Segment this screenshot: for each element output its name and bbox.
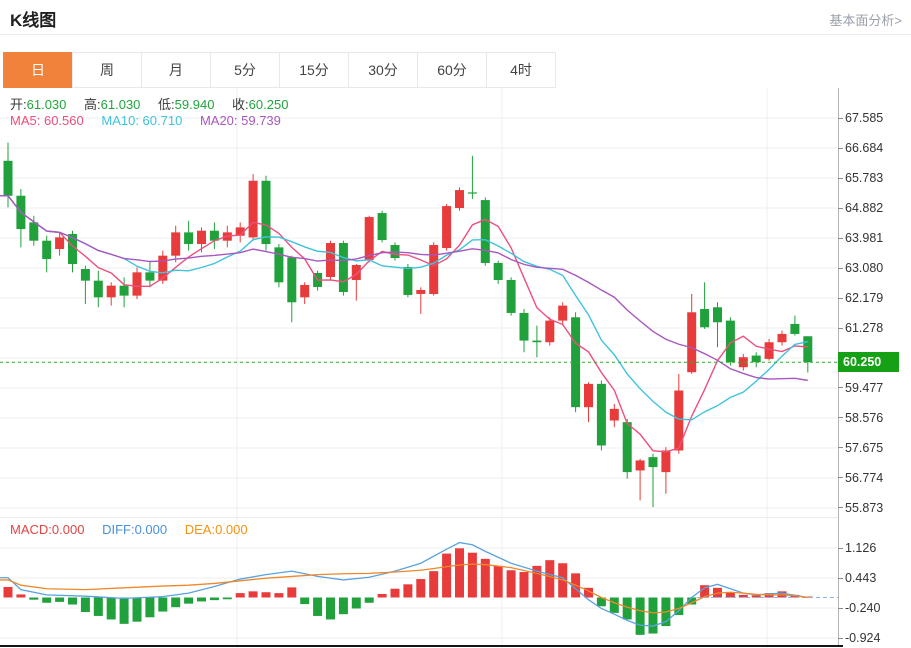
- price-tick-mark: [838, 447, 843, 449]
- price-tick-mark: [838, 207, 843, 209]
- price-tick-mark: [838, 147, 843, 149]
- price-tick-mark: [838, 387, 843, 389]
- close-value: 60.250: [248, 97, 289, 112]
- price-tick-mark: [838, 267, 843, 269]
- price-tick-label: 65.783: [845, 171, 884, 185]
- diff-label: DIFF:: [102, 522, 135, 537]
- macd-tick-mark: [838, 637, 843, 639]
- price-tick-label: 67.585: [845, 111, 884, 125]
- price-tick-mark: [838, 237, 843, 239]
- price-tick-mark: [838, 327, 843, 329]
- panel-separator: [0, 517, 838, 518]
- ma20-value: 59.739: [241, 113, 281, 128]
- ma10-label: MA10:: [101, 113, 143, 128]
- price-tick-label: 57.675: [845, 440, 884, 455]
- period-tabbar: 日周月 5分 15分 30分 60分 4时: [3, 52, 556, 88]
- price-tick-mark: [838, 417, 843, 419]
- ma5-value: 60.560: [43, 113, 84, 128]
- macd-label: MACD:: [10, 522, 52, 537]
- dea-label: DEA:: [184, 522, 216, 537]
- open-label: 开:: [10, 97, 27, 112]
- low-label: 低:: [158, 97, 175, 112]
- tab-6[interactable]: 60分: [417, 52, 487, 88]
- dea-value: 0.000: [215, 522, 248, 537]
- price-tick-mark: [838, 477, 843, 479]
- price-tick-mark: [838, 117, 843, 119]
- macd-tick-label: -0.240: [845, 601, 881, 616]
- macd-value: 0.000: [51, 522, 85, 537]
- header: K线图 基本面分析>: [0, 0, 911, 35]
- price-tick-mark: [838, 507, 843, 509]
- ma5-label: MA5:: [10, 113, 44, 128]
- price-tick-label: 66.684: [845, 141, 884, 155]
- page-title: K线图: [10, 11, 57, 30]
- macd-tick-label: 1.126: [845, 541, 877, 556]
- price-tick-label: 58.576: [845, 410, 884, 425]
- ma20-label: MA20:: [199, 113, 242, 128]
- tab-7[interactable]: 4时: [486, 52, 556, 88]
- price-tick-label: 55.873: [845, 500, 884, 515]
- close-label: 收:: [232, 97, 249, 112]
- tab-1[interactable]: 周: [72, 52, 142, 88]
- high-value: 61.030: [100, 97, 141, 112]
- macd-legend: MACD:0.000 DIFF:0.000 DEA:0.000: [10, 522, 248, 537]
- price-tick-label: 59.477: [845, 380, 884, 395]
- fundamental-analysis-link[interactable]: 基本面分析>: [829, 13, 902, 28]
- current-price-badge: 60.250: [838, 352, 899, 373]
- price-tick-label: 61.278: [845, 321, 884, 335]
- macd-tick-mark: [838, 577, 843, 579]
- price-tick-label: 62.179: [845, 291, 884, 305]
- high-label: 高:: [84, 97, 101, 112]
- chart-bottom-border: [0, 645, 843, 647]
- price-tick-label: 56.774: [845, 470, 884, 485]
- ohlc-legend: 开:61.030 高:61.030 低:59.940 收:60.250: [10, 94, 288, 113]
- tab-0[interactable]: 日: [3, 52, 73, 88]
- tab-3[interactable]: 5分: [210, 52, 280, 88]
- low-value: 59.940: [174, 97, 215, 112]
- tab-5[interactable]: 30分: [348, 52, 418, 88]
- price-tick-label: 64.882: [845, 201, 884, 215]
- price-tick-label: 63.981: [845, 231, 884, 245]
- tab-4[interactable]: 15分: [279, 52, 349, 88]
- price-tick-mark: [838, 297, 843, 299]
- macd-tick-mark: [838, 607, 843, 609]
- macd-tick-mark: [838, 547, 843, 549]
- price-tick-label: 63.080: [845, 261, 884, 275]
- ma10-value: 60.710: [142, 113, 183, 128]
- price-tick-mark: [838, 177, 843, 179]
- diff-value: 0.000: [134, 522, 168, 537]
- macd-tick-label: 0.443: [845, 571, 877, 586]
- macd-tick-label: -0.924: [845, 631, 881, 646]
- tab-2[interactable]: 月: [141, 52, 211, 88]
- macd-chart[interactable]: [0, 518, 838, 648]
- open-value: 61.030: [26, 97, 67, 112]
- candlestick-chart[interactable]: [0, 88, 838, 518]
- ma-legend: MA5: 60.560 MA10: 60.710 MA20: 59.739: [10, 113, 281, 128]
